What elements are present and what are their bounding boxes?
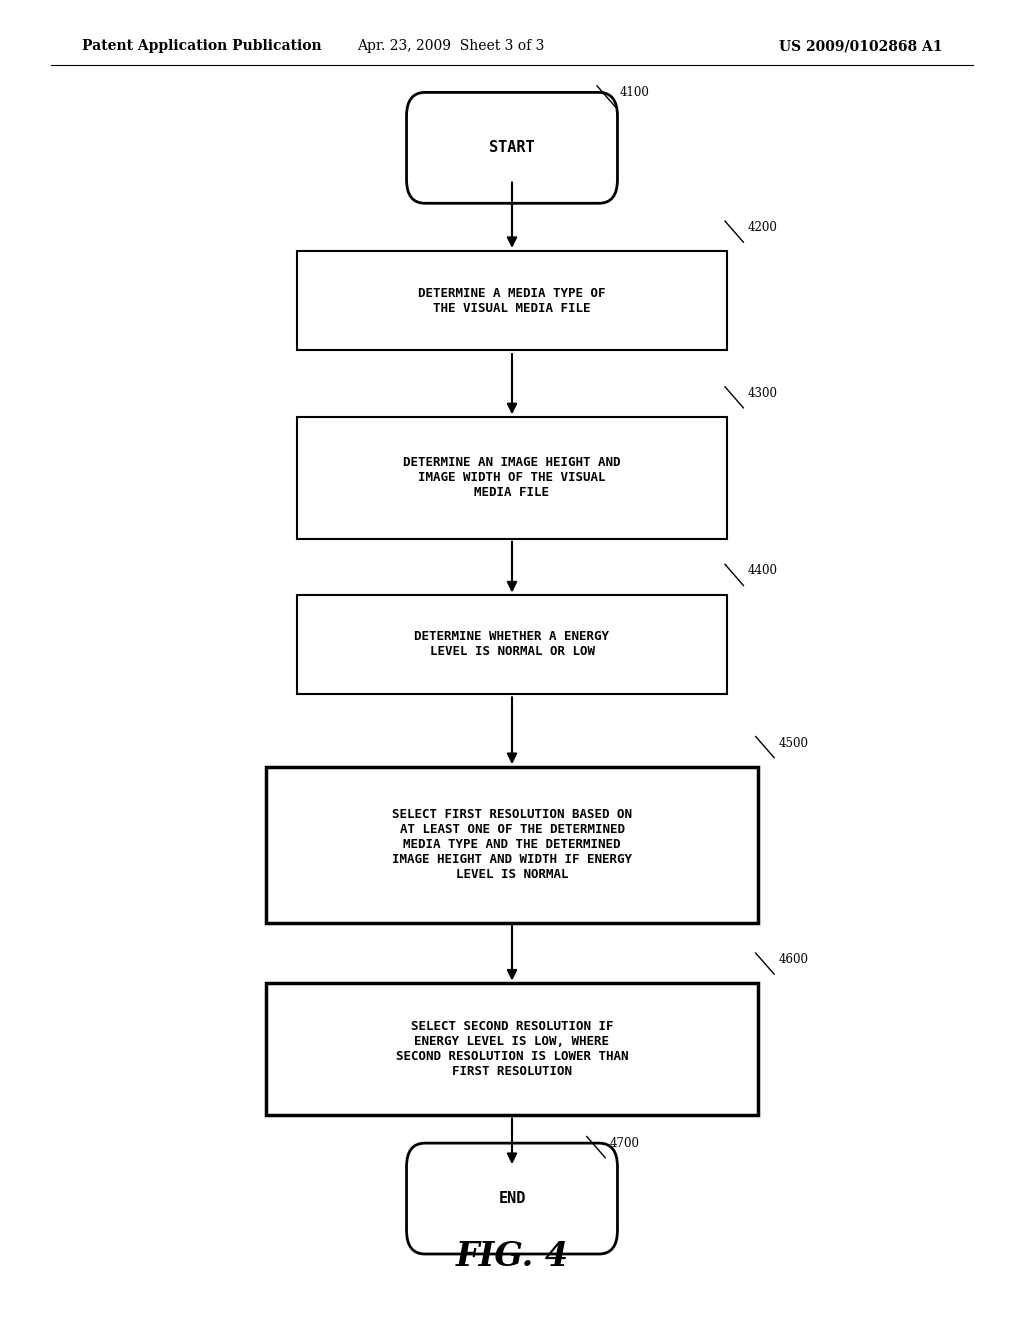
FancyBboxPatch shape	[266, 767, 758, 923]
Text: START: START	[489, 140, 535, 156]
Text: DETERMINE A MEDIA TYPE OF
THE VISUAL MEDIA FILE: DETERMINE A MEDIA TYPE OF THE VISUAL MED…	[418, 286, 606, 315]
Text: DETERMINE WHETHER A ENERGY
LEVEL IS NORMAL OR LOW: DETERMINE WHETHER A ENERGY LEVEL IS NORM…	[415, 630, 609, 659]
FancyBboxPatch shape	[407, 92, 617, 203]
Text: 4400: 4400	[748, 565, 777, 578]
FancyBboxPatch shape	[407, 1143, 617, 1254]
Text: Apr. 23, 2009  Sheet 3 of 3: Apr. 23, 2009 Sheet 3 of 3	[357, 40, 544, 53]
Text: SELECT FIRST RESOLUTION BASED ON
AT LEAST ONE OF THE DETERMINED
MEDIA TYPE AND T: SELECT FIRST RESOLUTION BASED ON AT LEAS…	[392, 808, 632, 882]
FancyBboxPatch shape	[297, 594, 727, 694]
Text: 4600: 4600	[778, 953, 808, 966]
Text: 4100: 4100	[620, 86, 649, 99]
Text: Patent Application Publication: Patent Application Publication	[82, 40, 322, 53]
Text: END: END	[499, 1191, 525, 1206]
FancyBboxPatch shape	[297, 417, 727, 539]
Text: 4500: 4500	[778, 737, 808, 750]
Text: 4200: 4200	[748, 222, 777, 235]
Text: SELECT SECOND RESOLUTION IF
ENERGY LEVEL IS LOW, WHERE
SECOND RESOLUTION IS LOWE: SELECT SECOND RESOLUTION IF ENERGY LEVEL…	[395, 1020, 629, 1078]
FancyBboxPatch shape	[297, 251, 727, 350]
Text: FIG. 4: FIG. 4	[456, 1241, 568, 1272]
Text: 4300: 4300	[748, 387, 777, 400]
Text: US 2009/0102868 A1: US 2009/0102868 A1	[778, 40, 942, 53]
Text: 4700: 4700	[609, 1137, 639, 1150]
FancyBboxPatch shape	[266, 983, 758, 1115]
Text: DETERMINE AN IMAGE HEIGHT AND
IMAGE WIDTH OF THE VISUAL
MEDIA FILE: DETERMINE AN IMAGE HEIGHT AND IMAGE WIDT…	[403, 457, 621, 499]
